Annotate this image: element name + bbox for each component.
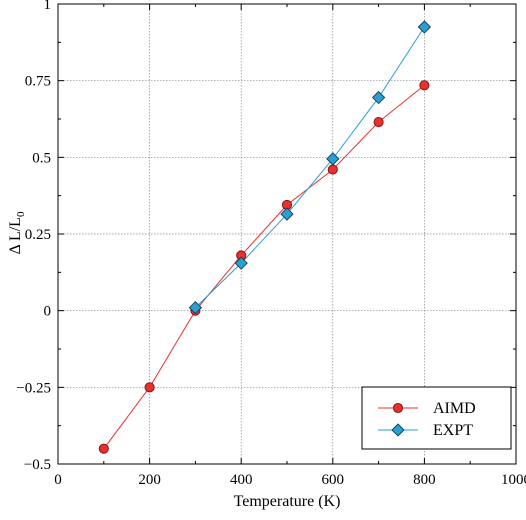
data-point-expt [234, 256, 248, 270]
series-line-expt [195, 26, 425, 308]
x-axis-label: Temperature (K) [234, 493, 341, 510]
x-tick-label: 0 [54, 472, 62, 488]
data-point-expt [280, 207, 294, 221]
series-markers [98, 20, 432, 454]
y-axis-label-subscript: 0 [15, 211, 27, 217]
data-point-aimd [419, 80, 430, 91]
axis-ticks: 0 200 400 600 800 1000 −0.5 −0.25 0 0.25 0.5 0.75 1 [16, 0, 526, 488]
y-tick-label: 0.25 [25, 227, 51, 243]
data-point-expt [188, 300, 203, 315]
legend-marker-expt [391, 423, 405, 437]
series-lines [103, 26, 425, 449]
legend-box [361, 386, 512, 450]
y-tick-label: 1 [44, 0, 52, 13]
series-line-aimd [103, 84, 425, 449]
y-tick-label: 0 [44, 304, 52, 320]
data-point-aimd [373, 117, 384, 128]
data-point-aimd [98, 443, 109, 454]
y-axis-label: Δ L/L0 [7, 211, 27, 254]
data-point-aimd [144, 382, 155, 393]
data-point-expt [371, 90, 386, 105]
legend-entries: AIMD EXPT [378, 400, 476, 439]
legend-label-expt: EXPT [433, 422, 473, 439]
x-tick-label: 400 [230, 472, 253, 488]
data-point-expt [417, 20, 432, 34]
legend-marker-aimd [392, 402, 404, 414]
legend-label-aimd: AIMD [433, 400, 476, 417]
y-tick-label: −0.5 [24, 457, 51, 473]
y-axis-label-main: Δ L/L [7, 217, 24, 254]
x-tick-label: 1000 [501, 472, 526, 488]
y-tick-label: −0.25 [16, 380, 51, 396]
x-tick-label: 600 [322, 472, 345, 488]
legend: AIMD EXPT [361, 386, 512, 450]
data-point-aimd [327, 164, 338, 175]
x-tick-label: 800 [413, 472, 436, 488]
data-point-expt [326, 152, 340, 166]
y-tick-label: 0.75 [25, 74, 51, 90]
x-tick-label: 200 [138, 472, 161, 488]
y-tick-label: 0.5 [32, 150, 51, 166]
